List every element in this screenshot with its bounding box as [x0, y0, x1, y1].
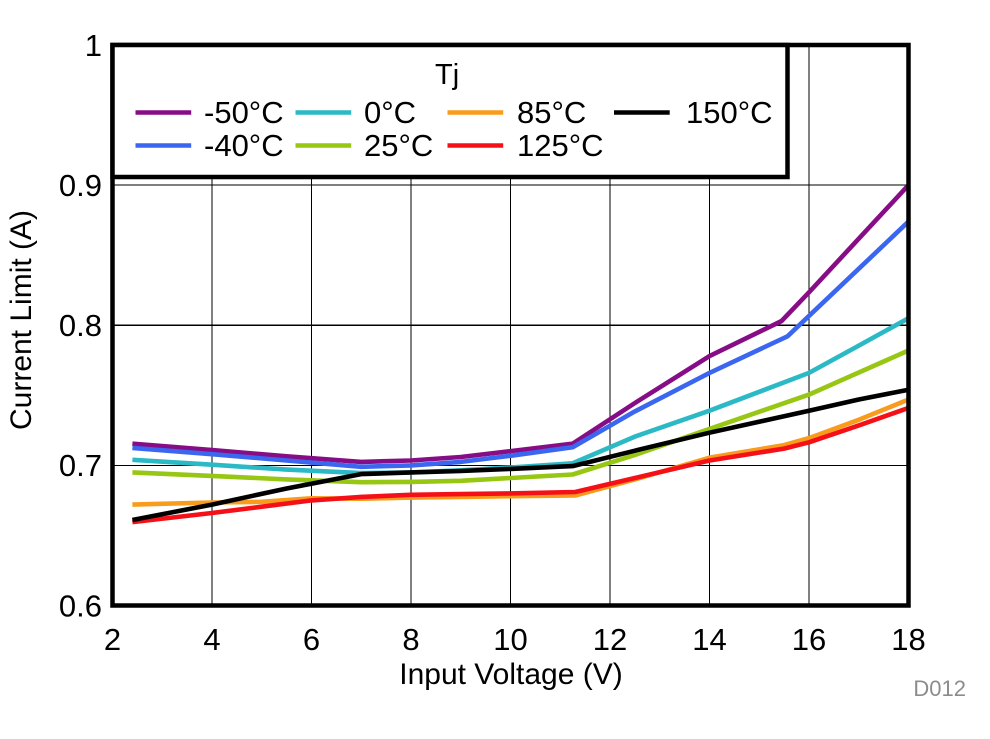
svg-text:25°C: 25°C — [364, 128, 433, 163]
svg-text:0.6: 0.6 — [59, 589, 102, 624]
svg-text:16: 16 — [792, 622, 826, 657]
svg-text:0.9: 0.9 — [59, 168, 102, 203]
svg-text:12: 12 — [593, 622, 627, 657]
svg-text:0°C: 0°C — [364, 95, 416, 130]
svg-text:150°C: 150°C — [686, 95, 773, 130]
svg-text:4: 4 — [203, 622, 220, 657]
svg-text:-40°C: -40°C — [204, 128, 284, 163]
svg-text:6: 6 — [303, 622, 320, 657]
svg-text:8: 8 — [402, 622, 419, 657]
svg-text:-50°C: -50°C — [204, 95, 284, 130]
svg-text:125°C: 125°C — [517, 128, 604, 163]
svg-text:18: 18 — [891, 622, 925, 657]
svg-text:85°C: 85°C — [517, 95, 586, 130]
svg-text:14: 14 — [692, 622, 726, 657]
svg-text:1: 1 — [85, 28, 102, 63]
svg-text:Input Voltage (V): Input Voltage (V) — [399, 658, 622, 691]
svg-text:2: 2 — [104, 622, 121, 657]
svg-text:10: 10 — [493, 622, 527, 657]
svg-text:0.7: 0.7 — [59, 448, 102, 483]
svg-text:Current Limit (A): Current Limit (A) — [5, 210, 38, 430]
svg-text:Tj: Tj — [435, 59, 459, 91]
svg-text:D012: D012 — [913, 676, 966, 701]
svg-text:0.8: 0.8 — [59, 308, 102, 343]
